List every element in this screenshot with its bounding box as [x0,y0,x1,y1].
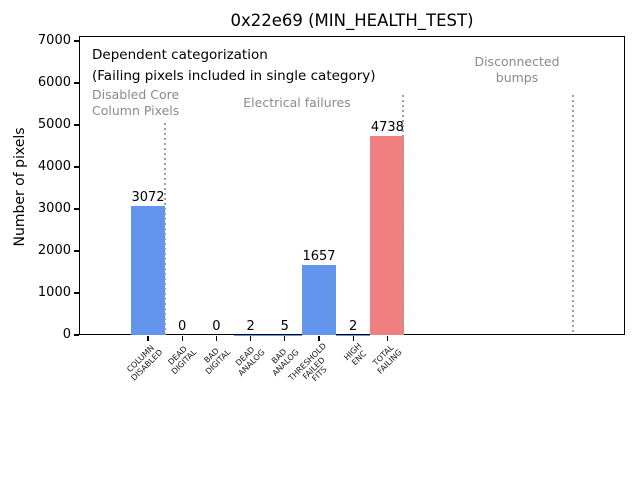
bar-value-label-bad-digital: 0 [212,319,221,334]
bar-value-label-column-disabled: 3072 [131,189,165,205]
x-tick-mark [318,336,320,341]
y-tick-label: 6000 [37,75,71,90]
y-tick-label: 7000 [37,33,71,48]
x-tick-mark [215,336,218,341]
bar-value-label-total-failing: 4738 [370,120,404,135]
x-tick-label-dead-digital: DEAD DIGITAL [166,344,198,376]
x-tick-mark [386,336,389,341]
bar-value-label-dead-digital: 0 [178,319,187,334]
x-tick-mark [249,336,252,341]
annotation-failing-pixels-note: (Failing pixels included in single categ… [92,68,376,84]
separator-line-1 [164,123,166,335]
bar-value-label-high-enc: 2 [349,318,358,334]
separator-line-3 [572,95,574,335]
separator-line-2 [402,95,404,335]
annotation-dependent-categorization: Dependent categorization [92,47,268,63]
y-tick-mark [74,82,79,84]
x-tick-mark [352,336,354,341]
y-tick-mark [74,292,79,294]
y-tick-mark [74,166,79,168]
y-tick-mark [74,208,79,210]
x-tick-label-high-enc: HIGH ENC [341,341,368,367]
x-tick-mark [181,336,183,341]
y-tick-label: 1000 [37,285,71,300]
y-tick-mark [74,124,79,126]
chart-title: 0x22e69 (MIN_HEALTH_TEST) [230,11,474,30]
bar-value-label-dead-analog: 2 [246,318,255,334]
x-tick-label-total-failing: TOTAL FAILING [370,343,404,376]
bar-threshold-failed-fits [302,265,336,335]
x-tick-label-column-disabled: COLUMN DISABLED [124,343,164,383]
plot-area [79,36,625,335]
x-tick-mark [147,336,149,341]
y-tick-label: 5000 [37,117,71,132]
annotation-group-disabled-core: Disabled Core Column Pixels [92,87,180,118]
y-axis-label: Number of pixels [12,127,28,247]
bar-total-failing [370,136,405,335]
y-tick-label: 0 [62,327,71,342]
x-tick-mark [284,336,286,341]
y-tick-label: 3000 [37,201,71,216]
y-tick-mark [74,40,79,42]
bar-column-disabled [131,205,165,335]
y-tick-label: 2000 [37,243,71,258]
y-tick-mark [74,250,79,252]
x-tick-label-bad-digital: BAD DIGITAL [202,346,233,376]
bar-value-label-threshold-failed-fits: 1657 [302,249,336,265]
y-tick-mark [74,334,79,336]
annotation-group-disconnected-bumps: Disconnected bumps [474,54,560,85]
x-tick-label-dead-analog: DEAD ANALOG [233,345,267,378]
annotation-group-electrical-failures: Electrical failures [243,95,351,110]
y-tick-label: 4000 [37,159,71,174]
bar-value-label-bad-analog: 5 [280,318,289,334]
